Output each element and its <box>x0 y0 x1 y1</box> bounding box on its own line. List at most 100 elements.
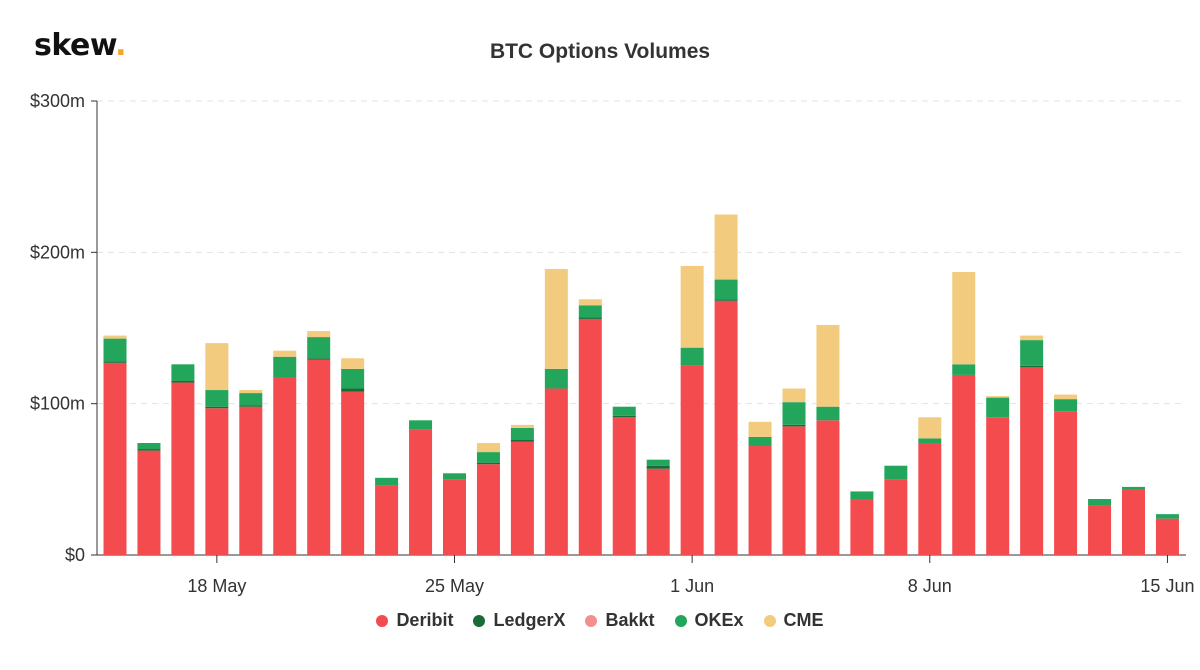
bar-segment-ledgerx <box>646 465 670 469</box>
bar-segment-ledgerx <box>239 405 263 407</box>
bar-segment-okex <box>137 443 161 450</box>
bar-segment-okex <box>443 473 466 480</box>
chart-title: BTC Options Volumes <box>489 40 711 63</box>
bar-segment-okex <box>510 427 534 440</box>
bar-segment-okex <box>918 438 942 444</box>
bar-segment-cme <box>307 331 331 338</box>
bar-segment-okex <box>307 337 331 359</box>
bar-segment-deribit <box>646 468 670 555</box>
bar-segment-okex <box>612 406 636 416</box>
legend-swatch <box>674 614 687 627</box>
bar-segment-cme <box>1020 335 1044 341</box>
bar-segment-okex <box>1020 340 1044 366</box>
bar-segment-deribit <box>918 443 942 555</box>
bar-segment-okex <box>952 364 976 375</box>
bar-segment-deribit <box>1155 518 1179 555</box>
bar-segment-okex <box>816 406 840 421</box>
bar-segment-okex <box>375 477 399 486</box>
bar-segment-ledgerx <box>307 358 331 360</box>
legend-item-okex[interactable]: OKEx <box>674 610 744 631</box>
legend-label: Deribit <box>396 610 454 630</box>
legend-label: CME <box>783 610 824 630</box>
bar-segment-deribit <box>544 388 568 555</box>
bar-segment-okex <box>748 436 772 447</box>
bar-segment-cme <box>578 299 602 306</box>
bar-segment-deribit <box>748 446 772 555</box>
bar-segment-cme <box>816 324 840 407</box>
bar-segment-ledgerx <box>341 388 365 392</box>
bar-segment-deribit <box>884 479 908 555</box>
bar-segment-okex <box>273 356 297 378</box>
bar-segment-deribit <box>341 391 365 555</box>
bar-segment-cme <box>748 421 772 437</box>
logo-dot: . <box>115 28 127 63</box>
skew-logo: skew. <box>34 28 127 63</box>
legend-swatch <box>763 614 776 627</box>
bar-segment-cme <box>782 388 806 403</box>
bar-segment-okex <box>714 279 738 300</box>
bar-segment-deribit <box>680 365 704 555</box>
bar-segment-deribit <box>443 479 466 555</box>
bar-segment-cme <box>103 335 127 339</box>
bar-segment-cme <box>510 424 534 428</box>
bar-segment-ledgerx <box>510 439 534 442</box>
bar-segment-cme <box>1054 394 1078 400</box>
y-tick-label: $100m <box>30 394 85 414</box>
bar-segment-okex <box>1054 399 1078 412</box>
bar-segment-cme <box>476 443 500 453</box>
legend-item-bakkt[interactable]: Bakkt <box>585 610 655 631</box>
bar-segment-deribit <box>612 417 636 555</box>
bar-segment-deribit <box>409 429 433 555</box>
bar-segment-cme <box>918 417 942 439</box>
legend-label: Bakkt <box>605 610 655 630</box>
bar-segment-okex <box>782 402 806 425</box>
bar-segment-ledgerx <box>103 361 127 363</box>
legend-label: LedgerX <box>493 610 566 630</box>
bar-segment-deribit <box>782 426 806 555</box>
bar-segment-cme <box>341 358 365 369</box>
bar-segment-ledgerx <box>782 424 806 427</box>
legend-item-deribit[interactable]: Deribit <box>376 610 453 631</box>
bar-segment-cme <box>714 214 738 280</box>
legend-swatch <box>376 614 389 627</box>
legend-swatch <box>585 614 598 627</box>
bar-segment-deribit <box>205 408 229 555</box>
bar-segment-deribit <box>986 417 1010 555</box>
bar-segment-deribit <box>476 464 500 555</box>
bar-segment-okex <box>578 305 602 318</box>
bar-segment-okex <box>544 368 568 389</box>
bar-segment-deribit <box>137 450 161 555</box>
bar-segment-okex <box>341 368 365 389</box>
y-tick-label: $0 <box>65 545 85 565</box>
bar-segment-ledgerx <box>137 449 161 451</box>
bar-segment-deribit <box>850 499 874 555</box>
bar-segment-ledgerx <box>476 462 500 465</box>
bar-segment-okex <box>409 420 433 430</box>
bar-segment-cme <box>239 390 263 394</box>
bar-segment-okex <box>1088 499 1112 506</box>
bar-segment-okex <box>986 397 1010 418</box>
x-tick-label: 25 May <box>425 576 484 596</box>
logo-text: skew <box>34 28 116 63</box>
bar-segment-cme <box>952 272 976 365</box>
bar-segment-deribit <box>816 420 840 555</box>
bar-segment-deribit <box>103 362 127 555</box>
bar-segment-deribit <box>171 382 195 555</box>
bar-segment-cme <box>273 350 297 357</box>
legend-item-ledgerx[interactable]: LedgerX <box>473 610 565 631</box>
bar-segment-okex <box>103 338 127 362</box>
bar-segment-deribit <box>1122 489 1145 555</box>
bar-segment-deribit <box>578 318 602 555</box>
legend-swatch <box>473 614 486 627</box>
chart-legend: Deribit LedgerX Bakkt OKEx CME <box>0 610 1200 631</box>
bar-segment-okex <box>1155 514 1179 519</box>
legend-label: OKEx <box>694 610 744 630</box>
bar-segment-cme <box>986 396 1010 398</box>
bar-segment-ledgerx <box>612 415 636 418</box>
bar-segment-okex <box>646 459 670 466</box>
bar-segment-okex <box>1122 486 1145 490</box>
bar-segment-okex <box>171 364 195 381</box>
bar-segment-cme <box>205 343 229 391</box>
legend-item-cme[interactable]: CME <box>763 610 824 631</box>
